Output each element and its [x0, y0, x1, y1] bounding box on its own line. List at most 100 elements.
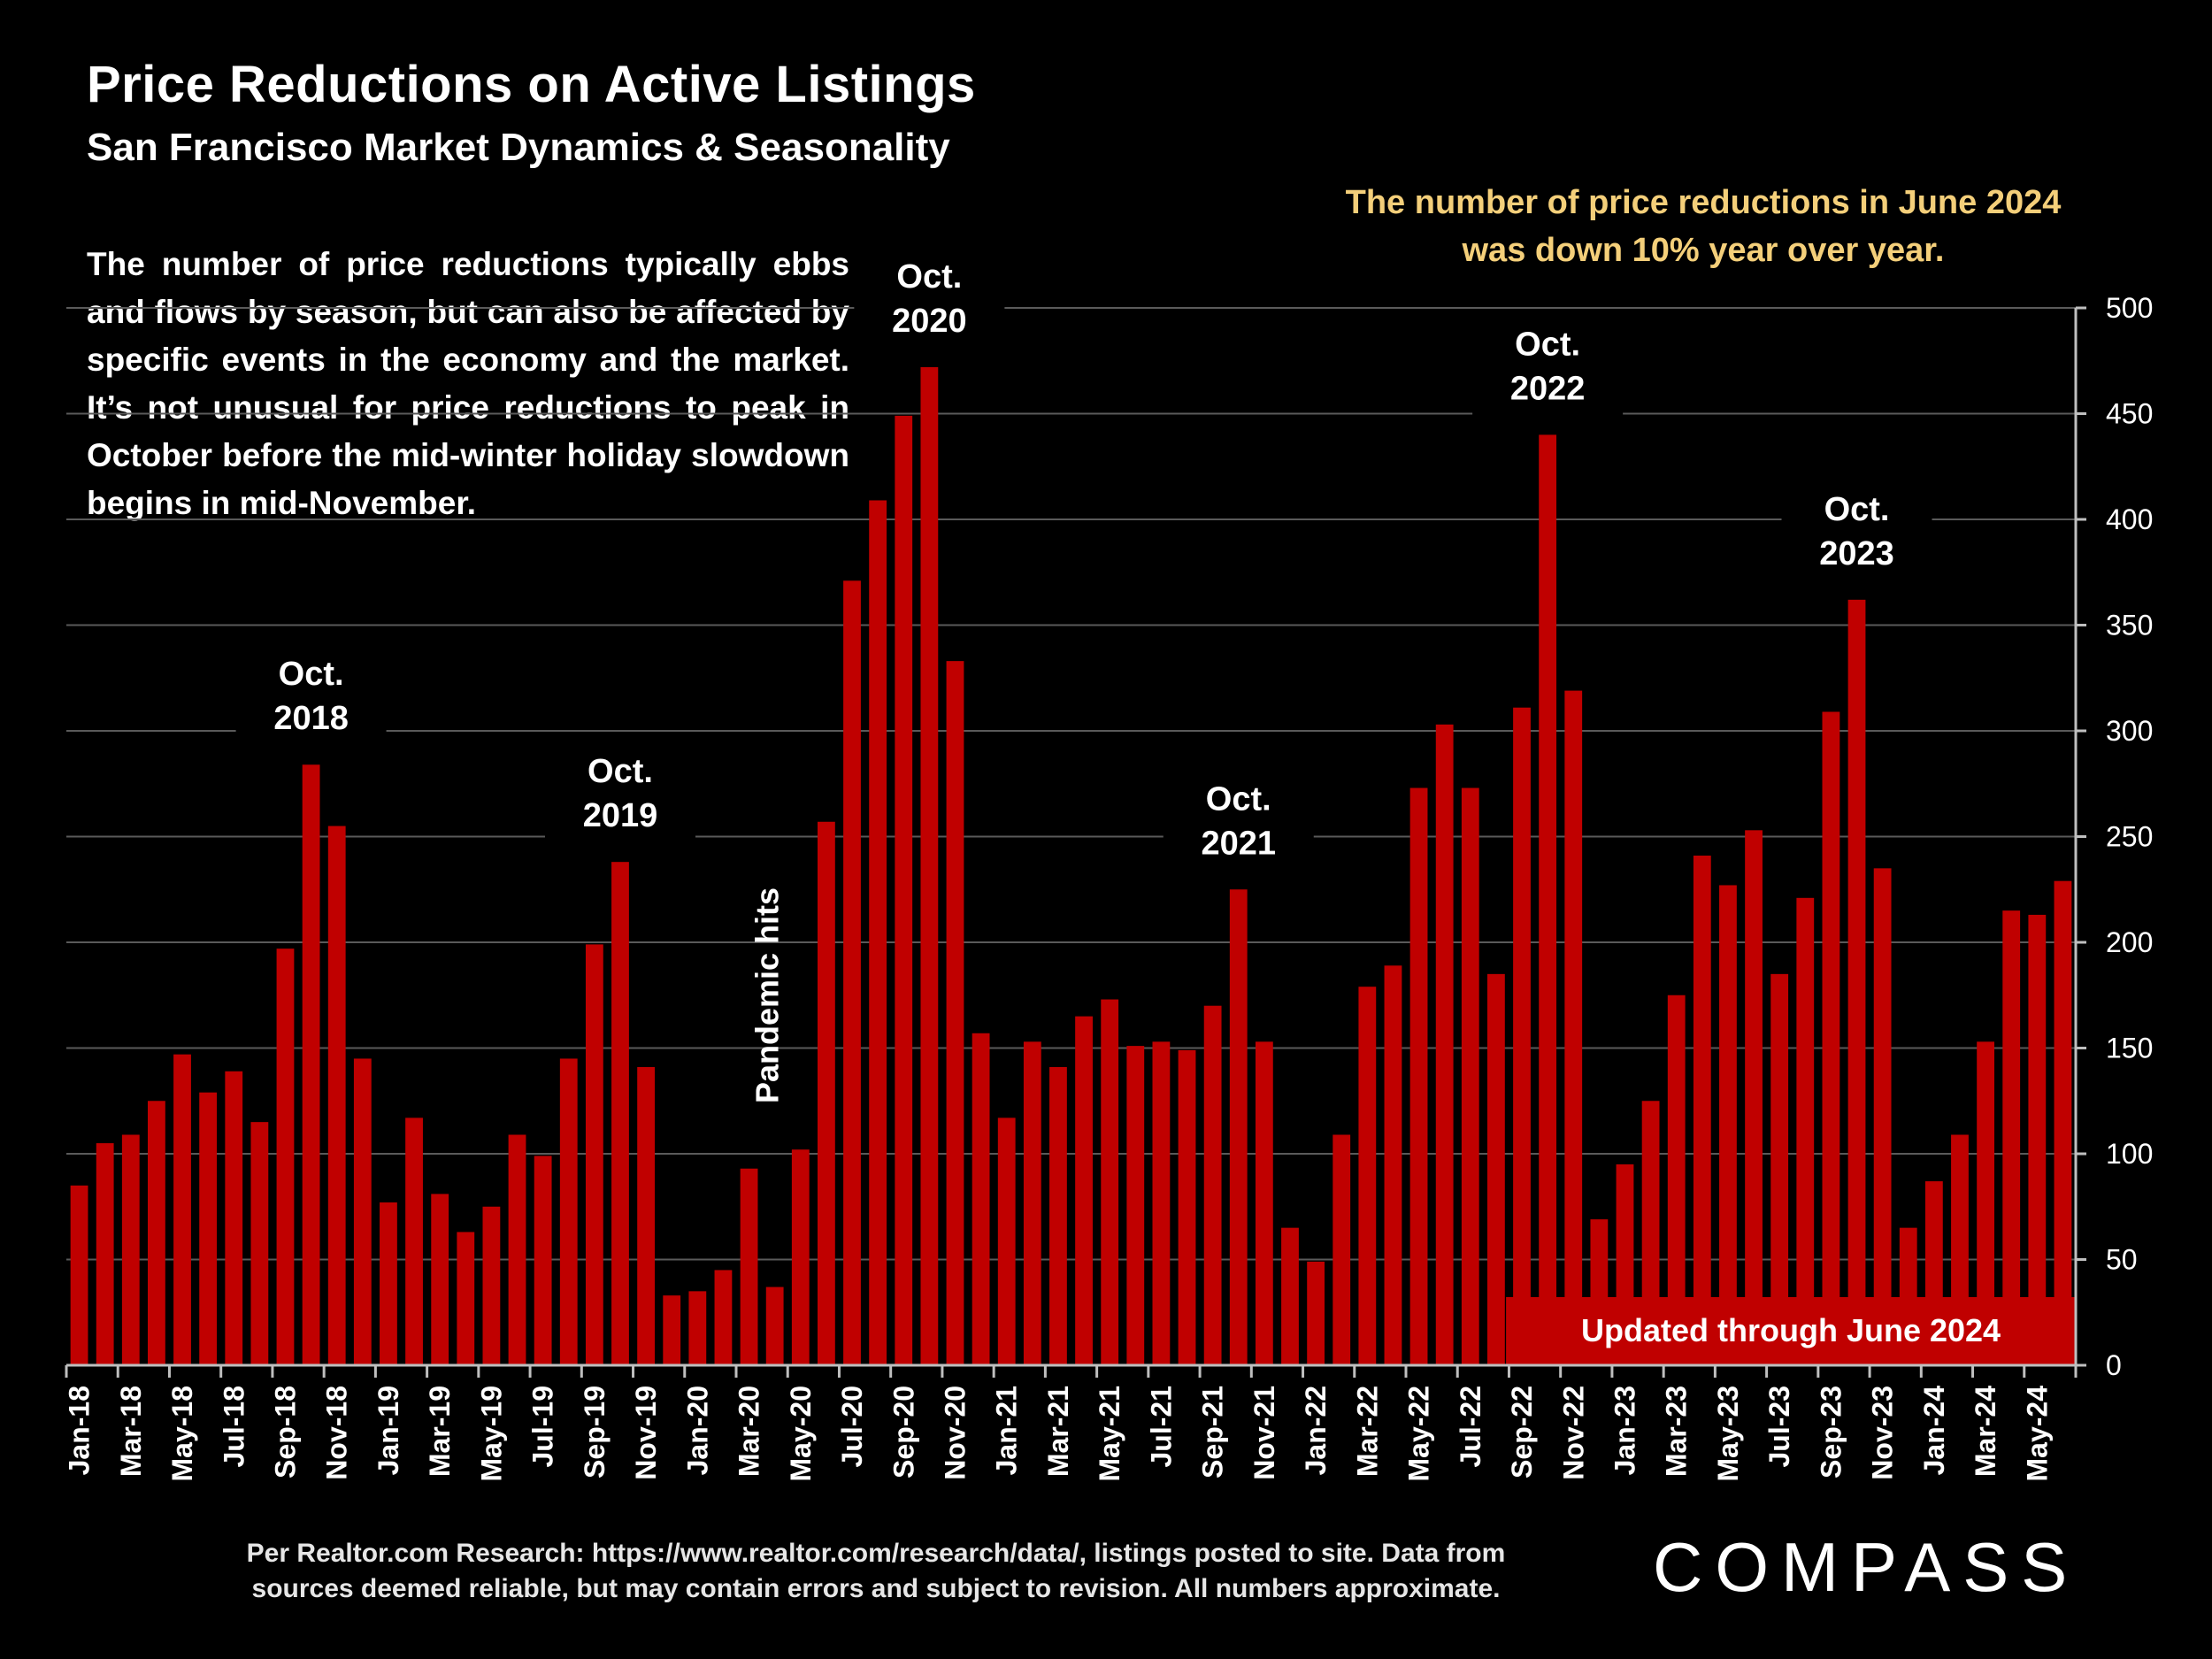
bar: [1822, 711, 1840, 1365]
x-tick-label: Sep-23: [1815, 1386, 1847, 1479]
bar: [843, 580, 861, 1365]
annotation-line2: 2023: [1819, 535, 1894, 572]
y-tick-label: 350: [2106, 610, 2153, 641]
bar: [250, 1122, 269, 1365]
bar: [1358, 987, 1377, 1365]
yoy-callout: The number of price reductions in June 2…: [1345, 184, 2062, 269]
bar: [534, 1156, 552, 1365]
bar: [1847, 599, 1866, 1365]
bar: [585, 944, 603, 1365]
x-tick-label: Jan-20: [681, 1386, 713, 1475]
bar: [121, 1134, 140, 1365]
bar: [148, 1101, 165, 1365]
bar: [1796, 897, 1815, 1365]
y-tick-label: 200: [2106, 926, 2153, 958]
x-tick-label: Jan-18: [64, 1386, 96, 1475]
bar: [96, 1143, 114, 1365]
x-tick-label: Mar-23: [1661, 1386, 1693, 1477]
annotation-line1: Oct.: [588, 753, 653, 790]
bar: [818, 821, 835, 1365]
bar: [1719, 885, 1737, 1365]
bar: [791, 1149, 810, 1365]
bar: [1307, 1261, 1325, 1365]
label-backdrop: [854, 242, 1005, 349]
bar: [327, 826, 346, 1365]
bar: [920, 366, 939, 1365]
x-tick-label: Nov-20: [939, 1386, 971, 1480]
bar: [276, 949, 295, 1365]
x-tick-label: May-19: [475, 1386, 507, 1482]
bar: [1513, 707, 1531, 1365]
x-tick-label: May-18: [166, 1386, 198, 1482]
x-tick-label: Jul-23: [1763, 1386, 1795, 1467]
bar: [1461, 787, 1479, 1365]
bar: [482, 1206, 501, 1365]
chart-subtitle: San Francisco Market Dynamics & Seasonal…: [87, 126, 950, 169]
bar: [1152, 1041, 1171, 1365]
bar: [1049, 1067, 1067, 1365]
bar: [1487, 973, 1505, 1365]
bar: [2002, 910, 2021, 1365]
x-tick-label: Jan-22: [1300, 1386, 1332, 1475]
bar: [663, 1295, 681, 1365]
y-tick-label: 450: [2106, 398, 2153, 430]
label-backdrop: [1163, 765, 1314, 872]
bar: [405, 1118, 423, 1365]
label-backdrop: [1472, 311, 1624, 418]
footnote-line-2: sources deemed reliable, but may contain…: [251, 1574, 1501, 1603]
x-tick-label: Jan-19: [373, 1386, 404, 1475]
bar: [2054, 880, 2072, 1365]
y-tick-label: 100: [2106, 1138, 2153, 1170]
x-tick-label: Jul-22: [1455, 1386, 1486, 1467]
bar: [1539, 434, 1557, 1365]
bar: [997, 1118, 1016, 1365]
bar: [1435, 724, 1454, 1365]
x-tick-label: May-21: [1094, 1386, 1125, 1482]
pandemic-label: Pandemic hits: [749, 887, 786, 1103]
bar: [1203, 1005, 1222, 1365]
x-tick-label: Jul-20: [836, 1386, 868, 1467]
label-backdrop: [1781, 475, 1932, 582]
bar: [173, 1054, 191, 1365]
bar: [457, 1232, 475, 1365]
bar: [714, 1270, 733, 1365]
bar: [765, 1286, 784, 1365]
x-tick-label: Jul-18: [218, 1386, 250, 1467]
x-tick-label: Jan-21: [991, 1386, 1023, 1475]
x-tick-label: Mar-22: [1351, 1386, 1383, 1477]
bar: [199, 1092, 218, 1365]
x-tick-label: Jul-19: [527, 1386, 559, 1467]
y-tick-label: 150: [2106, 1033, 2153, 1064]
bar: [895, 415, 913, 1365]
bar: [1693, 856, 1711, 1365]
y-tick-label: 0: [2106, 1349, 2122, 1381]
bar: [1745, 830, 1763, 1365]
x-tick-label: May-24: [2021, 1386, 2053, 1482]
bar: [380, 1202, 397, 1365]
bar: [1333, 1134, 1351, 1365]
bar: [1255, 1041, 1273, 1365]
bar: [1178, 1049, 1196, 1365]
y-tick-label: 500: [2106, 292, 2153, 324]
x-tick-label: Nov-21: [1248, 1386, 1280, 1480]
updated-box: [1506, 1297, 2076, 1365]
annotation-line1: Oct.: [896, 258, 962, 296]
bar: [1409, 787, 1428, 1365]
bar: [302, 764, 320, 1365]
compass-logo: COMPASS: [1653, 1528, 2080, 1606]
annotation-line2: 2021: [1201, 825, 1276, 862]
bar: [70, 1185, 88, 1365]
annotation-line1: Oct.: [279, 656, 344, 693]
x-tick-label: Mar-18: [115, 1386, 147, 1477]
bar: [225, 1071, 243, 1365]
bar: [2028, 914, 2047, 1365]
bar: [1023, 1041, 1041, 1365]
bar: [740, 1168, 758, 1365]
bar: [559, 1058, 578, 1365]
bar: [1564, 690, 1583, 1365]
annotation-line2: 2020: [892, 303, 967, 340]
bar: [508, 1134, 526, 1365]
bar: [637, 1067, 655, 1365]
x-tick-label: Mar-21: [1042, 1386, 1074, 1477]
annotation-line1: Oct.: [1206, 780, 1271, 818]
